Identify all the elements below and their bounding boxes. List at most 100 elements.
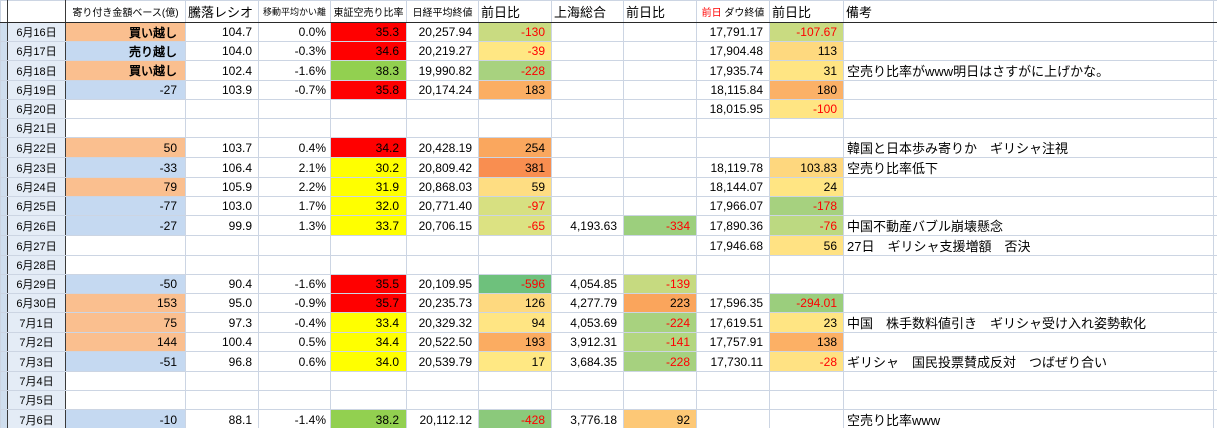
cell-2-ndiff[interactable]: -228 [478,60,552,81]
cell-15-dow[interactable]: 17,619.51 [696,312,770,333]
cell-7-ndiff[interactable]: 381 [478,157,552,178]
cell-1-date[interactable]: 6月17日 [7,41,66,61]
cell-11-dow[interactable]: 17,946.68 [696,235,770,256]
cell-9-short[interactable]: 32.0 [330,196,407,216]
cell-12-ddiff[interactable] [769,255,844,275]
cell-12-remark[interactable] [843,255,1214,275]
cell-9-sh[interactable] [551,196,624,216]
cell-4-nikkei[interactable] [406,99,479,119]
cell-16-date[interactable]: 7月2日 [7,332,66,352]
cell-8-ndiff[interactable]: 59 [478,177,552,197]
cell-13-amount[interactable]: -50 [65,274,186,294]
cell-14-ddiff[interactable]: -294.01 [769,293,844,313]
cell-11-nikkei[interactable] [406,235,479,256]
cell-17-dev[interactable]: 0.6% [258,351,331,372]
cell-17-ndiff[interactable]: 17 [478,351,552,372]
cell-20-ndiff[interactable]: -428 [478,409,552,428]
cell-3-shdiff[interactable] [623,80,697,100]
cell-19-ratio[interactable] [185,390,259,410]
cell-16-ratio[interactable]: 100.4 [185,332,259,352]
cell-header-amount[interactable]: 寄り付き金額ベース(億) [65,0,186,23]
cell-11-ddiff[interactable]: 56 [769,235,844,256]
cell-5-dev[interactable] [258,118,331,138]
cell-12-ndiff[interactable] [478,255,552,275]
cell-9-shdiff[interactable] [623,196,697,216]
cell-3-ddiff[interactable]: 180 [769,80,844,100]
cell-9-date[interactable]: 6月25日 [7,196,66,216]
cell-0-nikkei[interactable]: 20,257.94 [406,22,479,42]
cell-19-remark[interactable] [843,390,1214,410]
cell-2-ddiff[interactable]: 31 [769,60,844,81]
cell-10-nikkei[interactable]: 20,706.15 [406,215,479,236]
cell-8-short[interactable]: 31.9 [330,177,407,197]
cell-10-ddiff[interactable]: -76 [769,215,844,236]
cell-2-shdiff[interactable] [623,60,697,81]
cell-17-remark[interactable]: ギリシャ 国民投票賛成反対 つばぜり合い [843,351,1214,372]
cell-6-short[interactable]: 34.2 [330,137,407,158]
cell-16-amount[interactable]: 144 [65,332,186,352]
cell-16-ddiff[interactable]: 138 [769,332,844,352]
cell-9-dev[interactable]: 1.7% [258,196,331,216]
cell-15-amount[interactable]: 75 [65,312,186,333]
cell-19-shdiff[interactable] [623,390,697,410]
cell-19-date[interactable]: 7月5日 [7,390,66,410]
cell-13-sh[interactable]: 4,054.85 [551,274,624,294]
cell-16-ndiff[interactable]: 193 [478,332,552,352]
cell-4-date[interactable]: 6月20日 [7,99,66,119]
cell-4-shdiff[interactable] [623,99,697,119]
cell-10-dow[interactable]: 17,890.36 [696,215,770,236]
cell-17-date[interactable]: 7月3日 [7,351,66,372]
cell-11-date[interactable]: 6月27日 [7,235,66,256]
cell-10-short[interactable]: 33.7 [330,215,407,236]
cell-9-ddiff[interactable]: -178 [769,196,844,216]
cell-7-sh[interactable] [551,157,624,178]
cell-7-shdiff[interactable] [623,157,697,178]
cell-20-remark[interactable]: 空売り比率www [843,409,1214,428]
cell-14-remark[interactable] [843,293,1214,313]
cell-10-remark[interactable]: 中国不動産バブル崩壊懸念 [843,215,1214,236]
cell-2-amount[interactable]: 買い越し [65,60,186,81]
cell-11-ratio[interactable] [185,235,259,256]
cell-1-remark[interactable] [843,41,1214,61]
cell-9-remark[interactable] [843,196,1214,216]
cell-9-amount[interactable]: -77 [65,196,186,216]
cell-5-shdiff[interactable] [623,118,697,138]
cell-6-shdiff[interactable] [623,137,697,158]
cell-13-dow[interactable] [696,274,770,294]
cell-2-remark[interactable]: 空売り比率がwww明日はさすがに上げかな。 [843,60,1214,81]
cell-6-date[interactable]: 6月22日 [7,137,66,158]
cell-12-dev[interactable] [258,255,331,275]
cell-5-ndiff[interactable] [478,118,552,138]
cell-12-shdiff[interactable] [623,255,697,275]
cell-15-nikkei[interactable]: 20,329.32 [406,312,479,333]
cell-6-ddiff[interactable] [769,137,844,158]
cell-16-sh[interactable]: 3,912.31 [551,332,624,352]
cell-19-ndiff[interactable] [478,390,552,410]
cell-2-ratio[interactable]: 102.4 [185,60,259,81]
cell-header-date[interactable] [7,0,66,23]
cell-14-dow[interactable]: 17,596.35 [696,293,770,313]
cell-18-date[interactable]: 7月4日 [7,371,66,391]
cell-14-date[interactable]: 6月30日 [7,293,66,313]
cell-18-ratio[interactable] [185,371,259,391]
cell-9-dow[interactable]: 17,966.07 [696,196,770,216]
cell-8-sh[interactable] [551,177,624,197]
cell-8-dev[interactable]: 2.2% [258,177,331,197]
cell-1-short[interactable]: 34.6 [330,41,407,61]
cell-19-ddiff[interactable] [769,390,844,410]
cell-14-amount[interactable]: 153 [65,293,186,313]
cell-2-date[interactable]: 6月18日 [7,60,66,81]
cell-8-ddiff[interactable]: 24 [769,177,844,197]
cell-5-date[interactable]: 6月21日 [7,118,66,138]
cell-header-dow-diff[interactable]: 前日比 [769,0,844,23]
cell-11-ndiff[interactable] [478,235,552,256]
cell-18-dev[interactable] [258,371,331,391]
cell-17-ddiff[interactable]: -28 [769,351,844,372]
cell-13-remark[interactable] [843,274,1214,294]
cell-6-ndiff[interactable]: 254 [478,137,552,158]
cell-4-sh[interactable] [551,99,624,119]
cell-16-shdiff[interactable]: -141 [623,332,697,352]
cell-11-sh[interactable] [551,235,624,256]
cell-13-ddiff[interactable] [769,274,844,294]
cell-1-dev[interactable]: -0.3% [258,41,331,61]
